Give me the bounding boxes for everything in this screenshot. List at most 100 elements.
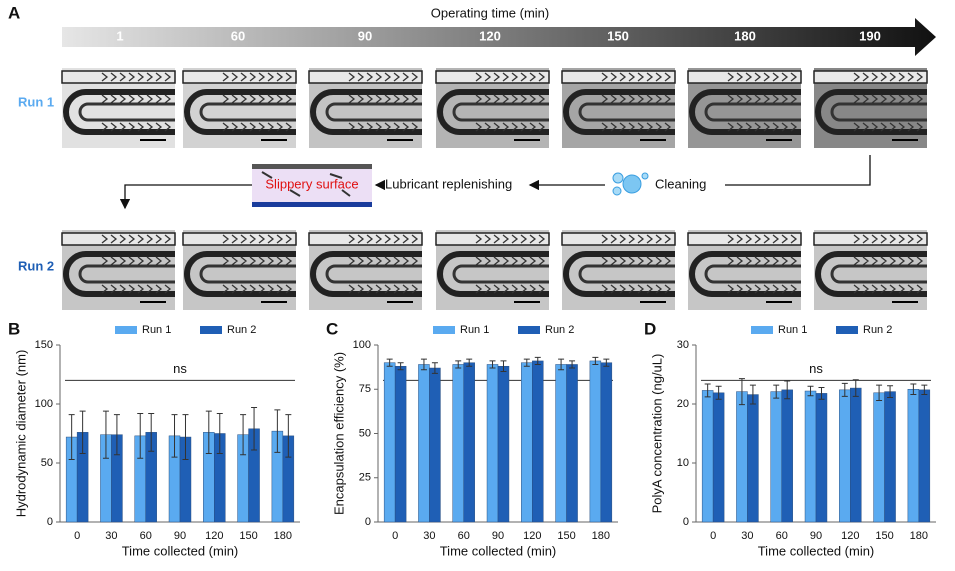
legend-swatch	[433, 326, 455, 334]
channel-u-inner	[78, 264, 175, 284]
channel-top	[435, 70, 550, 84]
error-bar	[784, 380, 791, 400]
error-bar	[397, 362, 404, 371]
x-tick-label: 120	[205, 530, 223, 542]
cleaning-label: Cleaning	[655, 176, 706, 191]
channel-top	[182, 70, 297, 84]
chevrons	[853, 72, 924, 132]
bar	[452, 364, 464, 523]
channel-top	[687, 232, 802, 246]
channel-u-inner	[452, 102, 549, 122]
bar	[839, 389, 851, 523]
legend-swatch	[751, 326, 773, 334]
x-tick-label: 90	[492, 530, 504, 542]
channel-u-inner	[199, 264, 296, 284]
timeline-arrow	[62, 18, 936, 56]
flow-line	[119, 184, 252, 210]
y-tick-label: 50	[41, 457, 53, 469]
x-tick-label: 30	[741, 530, 753, 542]
channel-top	[813, 70, 928, 84]
time-label: 180	[734, 28, 756, 43]
bar	[804, 390, 817, 523]
error-bar	[171, 414, 178, 458]
channel-top	[813, 232, 928, 246]
error-bar	[887, 385, 894, 399]
channel-u	[815, 89, 927, 135]
error-bar	[455, 360, 462, 369]
legend-swatch	[518, 326, 540, 334]
x-axis-title: Time collected (min)	[758, 543, 875, 558]
error-bar	[79, 410, 86, 455]
channel-top	[182, 232, 297, 246]
x-tick-label: 150	[239, 530, 257, 542]
y-axis-title: Hydrodynamic diameter (nm)	[13, 350, 28, 518]
x-tick-label: 0	[392, 530, 398, 542]
error-bar	[68, 414, 75, 460]
x-tick-label: 180	[910, 530, 928, 542]
x-tick-label: 180	[274, 530, 292, 542]
x-tick-label: 0	[74, 530, 80, 542]
chevrons	[101, 72, 172, 132]
x-tick-label: 90	[810, 530, 822, 542]
error-bar	[558, 358, 565, 371]
annotation: ns	[809, 361, 823, 376]
error-bar	[102, 410, 109, 459]
channel-u-inner	[325, 264, 422, 284]
error-bar	[818, 386, 825, 400]
channel-u-inner	[578, 102, 675, 122]
error-bar	[500, 360, 507, 373]
chevrons	[348, 72, 419, 132]
slippery-surface-box	[252, 164, 372, 207]
bar	[747, 394, 759, 523]
surface-label: Slippery surface	[265, 176, 358, 191]
y-tick-label: 0	[47, 516, 53, 528]
annotation: ns	[173, 361, 187, 376]
y-tick-label: 0	[683, 516, 689, 528]
error-bar	[216, 412, 223, 455]
y-tick-label: 25	[359, 472, 371, 484]
bar	[918, 389, 931, 523]
y-tick-label: 0	[365, 516, 371, 528]
time-label: 90	[358, 28, 372, 43]
chevrons	[601, 234, 672, 294]
y-tick-label: 20	[677, 398, 689, 410]
x-tick-label: 90	[174, 530, 186, 542]
channel-u-inner	[578, 264, 675, 284]
bubbles-icon	[612, 172, 649, 196]
y-axis-title: Encapsulation efficiency (%)	[331, 352, 346, 515]
bar	[589, 360, 602, 523]
error-bar	[240, 414, 247, 456]
chevrons	[222, 72, 293, 132]
error-bar	[251, 407, 258, 451]
bar	[907, 389, 920, 523]
chevrons	[475, 234, 546, 294]
channel-u-inner	[199, 102, 296, 122]
x-tick-label: 60	[140, 530, 152, 542]
error-bar	[876, 384, 883, 401]
error-bar	[704, 383, 711, 398]
bar	[532, 360, 544, 523]
x-tick-label: 150	[557, 530, 575, 542]
time-label: 150	[607, 28, 629, 43]
bar	[463, 362, 475, 523]
error-bar	[852, 379, 859, 397]
error-bar	[841, 382, 848, 397]
channel-u	[63, 89, 175, 135]
panel-label: A	[8, 3, 20, 22]
chevrons	[727, 72, 798, 132]
x-tick-label: 30	[105, 530, 117, 542]
error-bar	[807, 385, 814, 397]
channel-u-inner	[704, 264, 801, 284]
x-axis-title: Time collected (min)	[122, 543, 239, 558]
channel-top	[61, 70, 176, 84]
chevrons	[601, 72, 672, 132]
flow-line	[725, 155, 871, 186]
time-label: 120	[479, 28, 501, 43]
error-bar	[137, 412, 144, 459]
bar	[383, 362, 396, 523]
error-bar	[386, 358, 393, 367]
legend-label: Run 2	[863, 324, 892, 336]
channel-top	[687, 70, 802, 84]
bar	[429, 367, 441, 523]
channel-u	[184, 89, 296, 135]
